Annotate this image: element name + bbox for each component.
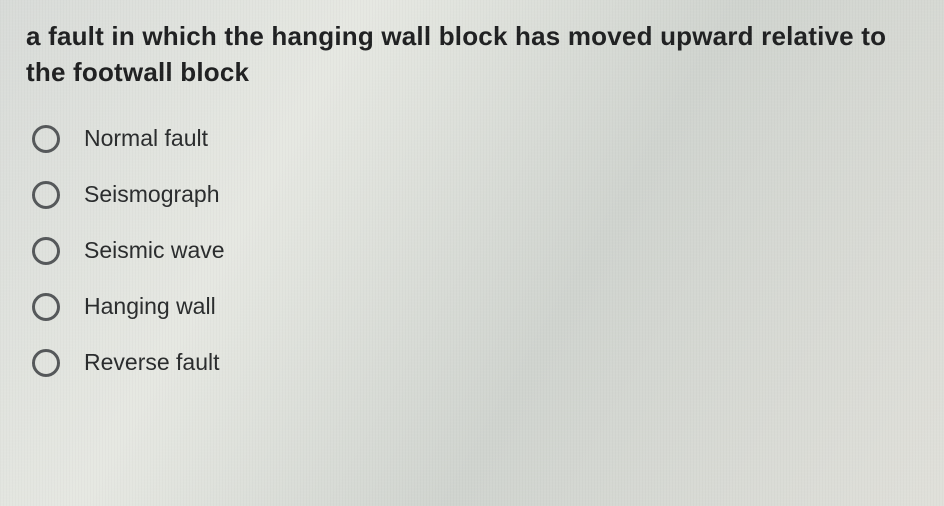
- radio-icon[interactable]: [32, 237, 60, 265]
- option-reverse-fault[interactable]: Reverse fault: [32, 349, 918, 377]
- radio-icon[interactable]: [32, 125, 60, 153]
- option-label: Seismograph: [84, 181, 220, 208]
- option-label: Normal fault: [84, 125, 208, 152]
- radio-icon[interactable]: [32, 349, 60, 377]
- option-label: Hanging wall: [84, 293, 216, 320]
- radio-icon[interactable]: [32, 293, 60, 321]
- options-list: Normal fault Seismograph Seismic wave Ha…: [26, 125, 918, 377]
- option-seismograph[interactable]: Seismograph: [32, 181, 918, 209]
- option-label: Seismic wave: [84, 237, 225, 264]
- option-normal-fault[interactable]: Normal fault: [32, 125, 918, 153]
- option-seismic-wave[interactable]: Seismic wave: [32, 237, 918, 265]
- question-prompt: a fault in which the hanging wall block …: [26, 18, 918, 91]
- option-label: Reverse fault: [84, 349, 220, 376]
- option-hanging-wall[interactable]: Hanging wall: [32, 293, 918, 321]
- radio-icon[interactable]: [32, 181, 60, 209]
